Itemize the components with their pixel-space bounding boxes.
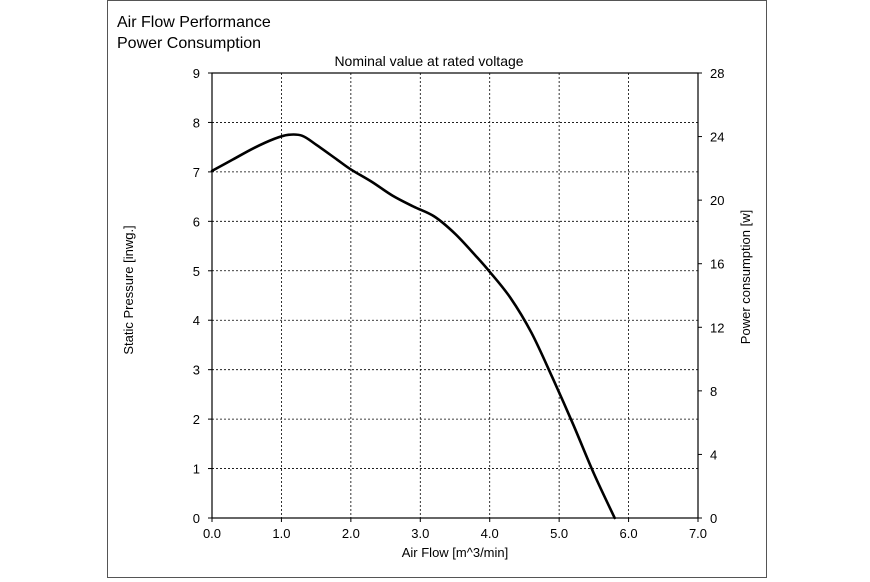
y2-tick-label: 20 (710, 193, 724, 208)
x-axis-title: Air Flow [m^3/min] (402, 545, 509, 560)
y-tick-label: 2 (193, 412, 200, 427)
y-tick-label: 7 (193, 165, 200, 180)
y2-tick-label: 0 (710, 511, 717, 526)
x-tick-label: 1.0 (272, 526, 290, 541)
y-tick-label: 3 (193, 363, 200, 378)
chart-title-line-1: Air Flow Performance (117, 14, 271, 31)
y-tick-label: 4 (193, 313, 200, 328)
y-tick-label: 9 (193, 66, 200, 81)
y2-tick-label: 4 (710, 447, 717, 462)
y-tick-label: 6 (193, 214, 200, 229)
x-tick-label: 0.0 (203, 526, 221, 541)
y2-tick-label: 24 (710, 130, 724, 145)
y2-tick-label: 12 (710, 320, 724, 335)
y-axis-title: Static Pressure [inwg.] (121, 225, 136, 354)
tick-labels: 0.0 1.0 2.0 3.0 4.0 5.0 6.0 7.00123456789048121… (193, 66, 725, 541)
y2-tick-label: 16 (710, 257, 724, 272)
y-tick-label: 8 (193, 115, 200, 130)
y-tick-label: 5 (193, 264, 200, 279)
chart-subtitle: Nominal value at rated voltage (334, 53, 523, 69)
x-tick-label: 4.0 (481, 526, 499, 541)
y-tick-label: 1 (193, 462, 200, 477)
y2-axis-title: Power consumption [w] (738, 210, 753, 344)
x-tick-label: 3.0 (411, 526, 429, 541)
plot-area-border (211, 72, 699, 519)
series-layer (210, 133, 616, 520)
y2-tick-label: 8 (710, 384, 717, 399)
static-pressure-curve (210, 133, 616, 520)
x-tick-label: 2.0 (342, 526, 360, 541)
x-tick-label: 6.0 (620, 526, 638, 541)
y2-tick-label: 28 (710, 66, 724, 81)
grid-lines (212, 73, 698, 518)
y-tick-label: 0 (193, 511, 200, 526)
x-tick-label: 5.0 (550, 526, 568, 541)
chart-title-line-2: Power Consumption (117, 35, 262, 52)
axes (208, 72, 702, 522)
chart-frame (107, 0, 767, 578)
x-tick-label: 7.0 (689, 526, 707, 541)
